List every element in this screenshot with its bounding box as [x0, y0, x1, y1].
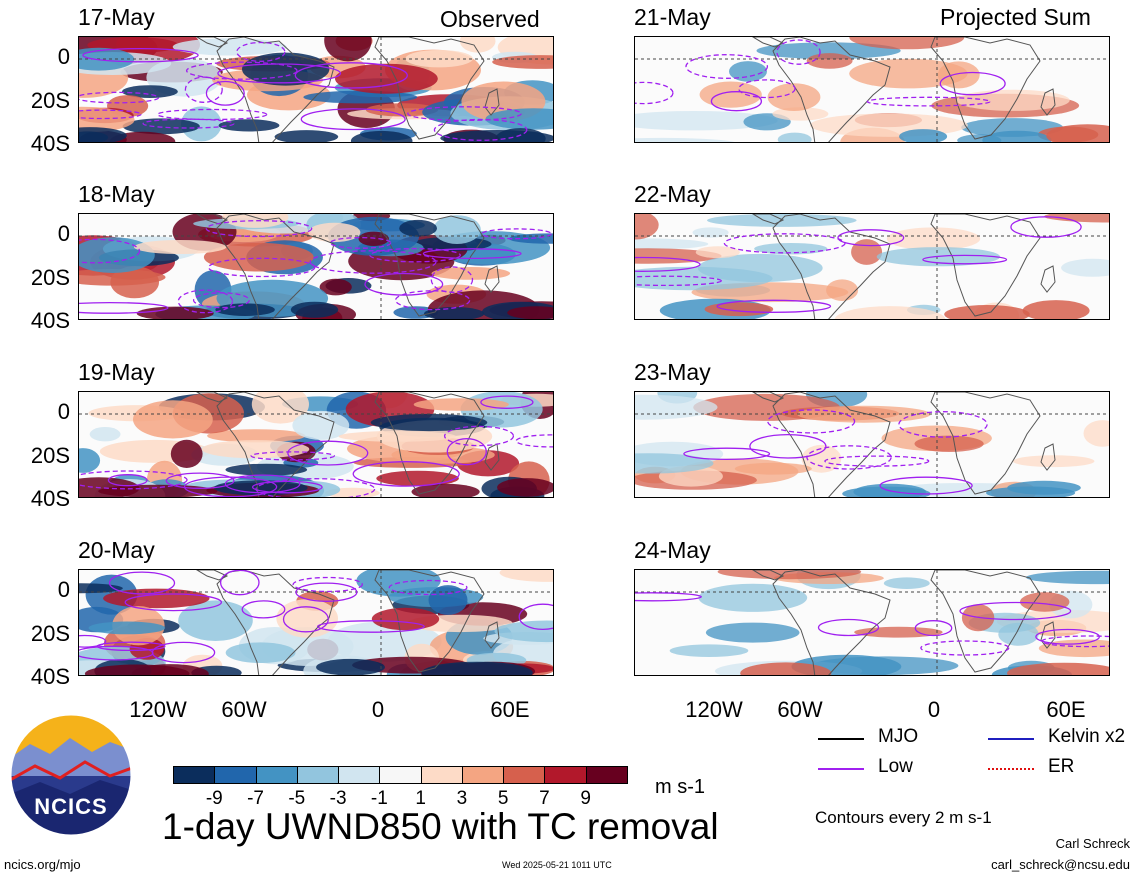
colorbar-swatch	[420, 766, 463, 784]
lat-tick-label: 0	[57, 399, 70, 424]
colorbar-label: 5	[497, 788, 509, 809]
colorbar-swatch	[338, 766, 381, 784]
footer-timestamp: Wed 2025-05-21 1011 UTC	[502, 860, 612, 870]
colorbar-units: m s-1	[655, 776, 705, 798]
colorbar-swatch	[544, 766, 587, 784]
wind-anomaly-map	[79, 392, 553, 497]
colorbar-label: -3	[329, 788, 347, 809]
panel-date-label: 18-May	[78, 181, 155, 207]
colorbar-label: -1	[370, 788, 388, 809]
legend-label: MJO	[878, 726, 919, 747]
wind-anomaly-map	[635, 392, 1109, 497]
panel-date-label: 21-May	[634, 4, 711, 30]
lat-tick-label: 40S	[30, 131, 70, 156]
lon-tick-label: 60E	[1046, 697, 1086, 722]
map-panel-p20	[78, 569, 554, 676]
wind-anomaly-map	[635, 37, 1109, 142]
lon-tick-label: 120W	[129, 697, 187, 722]
colorbar-label: 7	[539, 788, 550, 809]
colorbar-label: 1	[415, 788, 426, 809]
lat-tick-label: 0	[57, 577, 70, 602]
panel-date-label: 22-May	[634, 181, 711, 207]
lat-tick-label: 40S	[30, 664, 70, 689]
colorbar-swatch	[461, 766, 505, 784]
projected-header: Projected Sum	[940, 4, 1091, 30]
colorbar-swatch	[585, 766, 628, 784]
panel-date-label: 24-May	[634, 537, 711, 563]
wind-anomaly-map	[79, 214, 553, 319]
lat-tick-label: 40S	[30, 486, 70, 511]
map-panel-p18	[78, 213, 554, 320]
wind-anomaly-map	[79, 570, 553, 675]
lon-tick-label: 60W	[221, 697, 267, 722]
legend-line	[818, 738, 864, 740]
lat-tick-label: 20S	[30, 88, 70, 113]
colorbar-swatch	[255, 766, 298, 784]
colorbar	[173, 766, 628, 784]
map-panel-p19	[78, 391, 554, 498]
legend-label: Low	[878, 756, 913, 777]
legend-label: Kelvin x2	[1048, 726, 1126, 747]
colorbar-swatch	[296, 766, 340, 784]
panel-date-label: 23-May	[634, 359, 711, 385]
figure-title: 1-day UWND850 with TC removal	[162, 806, 719, 847]
lon-tick-label: 60W	[777, 697, 823, 722]
contour-note: Contours every 2 m s-1	[815, 808, 992, 827]
wind-anomaly-map	[79, 37, 553, 142]
colorbar-swatch	[173, 766, 216, 784]
legend-line	[988, 738, 1034, 740]
wind-anomaly-map	[635, 214, 1109, 319]
lat-tick-label: 0	[57, 221, 70, 246]
footer-url: ncics.org/mjo	[4, 857, 81, 872]
logo-text: NCICS	[34, 794, 108, 819]
map-panel-p23	[634, 391, 1110, 498]
footer-author: Carl Schreck	[1055, 836, 1130, 851]
colorbar-swatch	[214, 766, 257, 784]
colorbar-label: -7	[247, 788, 264, 809]
colorbar-label: -9	[205, 788, 223, 809]
colorbar-swatch	[503, 766, 546, 784]
lat-tick-label: 40S	[30, 308, 70, 333]
lat-tick-label: 20S	[30, 621, 70, 646]
colorbar-swatch	[379, 766, 422, 784]
legend-line	[818, 768, 864, 770]
map-panel-p22	[634, 213, 1110, 320]
lon-tick-label: 60E	[490, 697, 530, 722]
map-panel-p24	[634, 569, 1110, 676]
lat-tick-label: 0	[57, 44, 70, 69]
wind-anomaly-map	[635, 570, 1109, 675]
map-panel-p21	[634, 36, 1110, 143]
panel-date-label: 17-May	[78, 4, 155, 30]
ncics-logo: NCICS	[10, 714, 132, 836]
lon-tick-label: 0	[927, 697, 941, 722]
footer-email: carl_schreck@ncsu.edu	[991, 857, 1130, 872]
colorbar-label: 9	[580, 788, 591, 809]
lon-tick-label: 120W	[685, 697, 743, 722]
legend-label: ER	[1048, 756, 1075, 777]
map-panel-p17	[78, 36, 554, 143]
lat-tick-label: 20S	[30, 443, 70, 468]
panel-date-label: 20-May	[78, 537, 155, 563]
observed-header: Observed	[440, 6, 540, 32]
legend-line	[988, 768, 1034, 770]
lon-tick-label: 0	[371, 697, 385, 722]
panel-date-label: 19-May	[78, 359, 155, 385]
colorbar-label: 3	[456, 788, 468, 809]
colorbar-label: -5	[288, 788, 306, 809]
lat-tick-label: 20S	[30, 265, 70, 290]
